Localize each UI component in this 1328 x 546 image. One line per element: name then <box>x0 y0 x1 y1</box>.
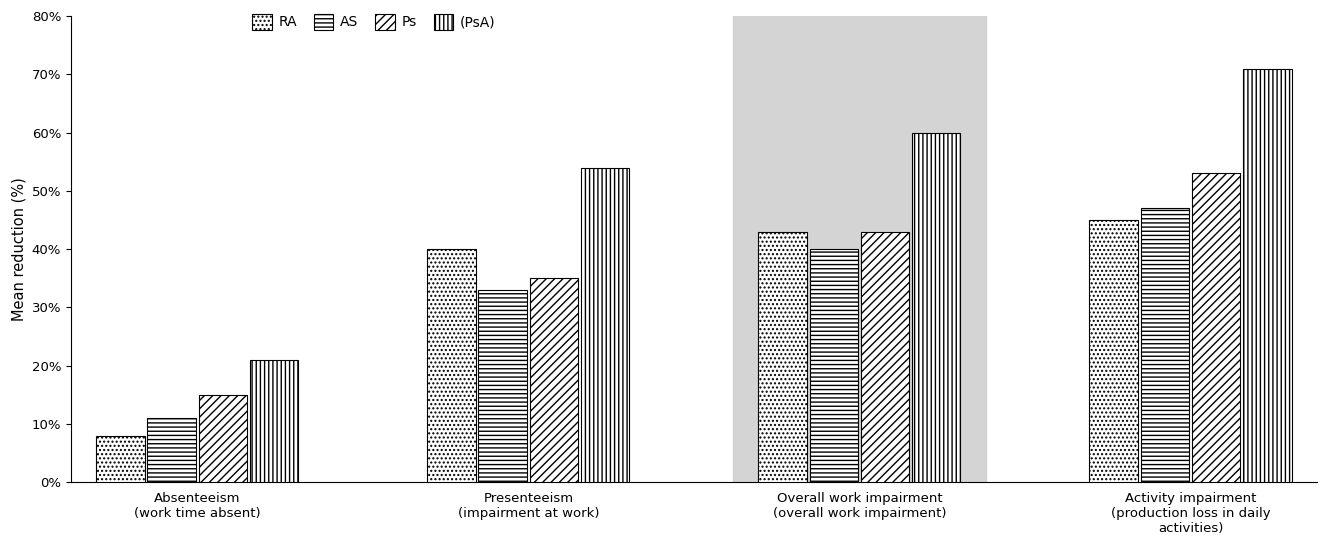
Bar <box>1141 209 1189 482</box>
Bar <box>428 249 475 482</box>
Bar <box>912 133 960 482</box>
Bar <box>199 395 247 482</box>
Bar <box>1191 174 1240 482</box>
Bar <box>810 249 858 482</box>
Legend: RA, AS, Ps, (PsA): RA, AS, Ps, (PsA) <box>252 14 495 30</box>
Bar <box>861 232 910 482</box>
Bar <box>147 418 197 482</box>
Bar <box>250 360 299 482</box>
Bar <box>478 290 527 482</box>
Bar <box>758 232 807 482</box>
Bar <box>96 436 145 482</box>
Y-axis label: Mean reduction (%): Mean reduction (%) <box>11 177 27 321</box>
Bar <box>1089 220 1138 482</box>
Bar <box>530 278 578 482</box>
Bar <box>1243 69 1292 482</box>
Bar <box>733 16 985 482</box>
Bar <box>580 168 629 482</box>
